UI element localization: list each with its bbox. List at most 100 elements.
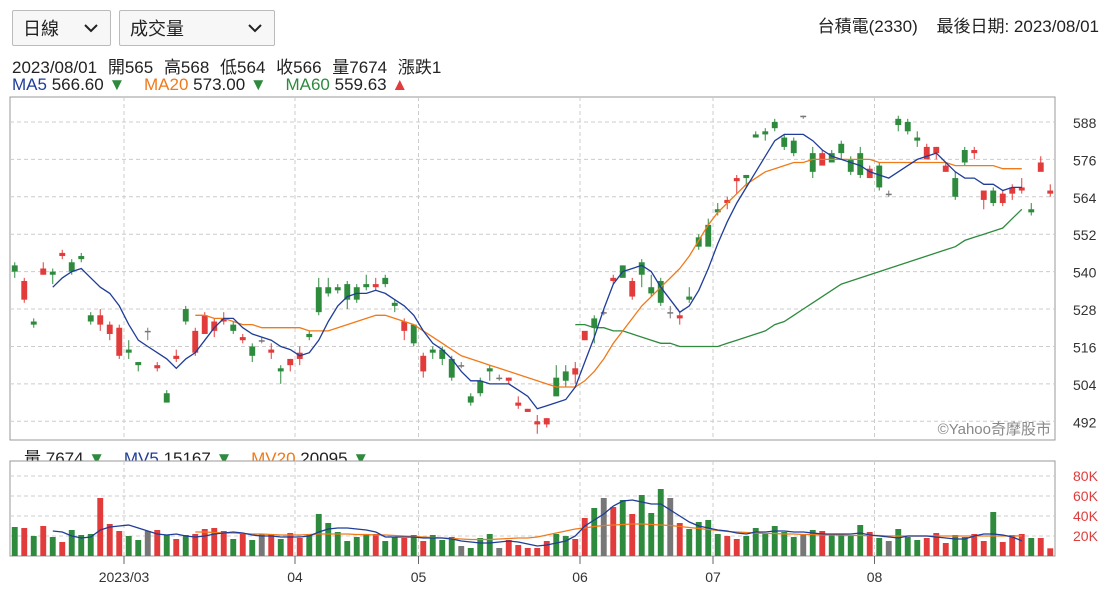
volume-bar — [819, 531, 826, 556]
price-tick-label: 540 — [1073, 265, 1097, 281]
candle — [857, 153, 864, 175]
volume-bar — [325, 523, 332, 556]
candle — [30, 321, 37, 325]
ohlc-volume: 量7674 — [332, 58, 388, 77]
candle — [581, 330, 588, 341]
volume-bar — [78, 535, 85, 556]
volume-bar — [268, 535, 275, 556]
volume-bar — [1009, 535, 1016, 556]
ma60-line — [575, 208, 1023, 348]
ohlc-change: 漲跌1 — [397, 58, 442, 77]
volume-bar — [334, 532, 341, 556]
candle — [686, 296, 693, 300]
candle — [705, 224, 712, 247]
candle — [211, 321, 218, 331]
volume-bar — [866, 532, 873, 556]
candle — [667, 312, 674, 314]
indicator-select[interactable]: 成交量 — [119, 10, 275, 46]
volume-bar — [59, 542, 66, 556]
price-panel — [9, 96, 1056, 441]
volume-bar — [790, 537, 797, 556]
price-tick-label: 576 — [1073, 152, 1097, 168]
candle — [448, 358, 455, 378]
ma60-value: 559.63 — [334, 75, 387, 94]
period-select-value: 日線 — [23, 19, 59, 39]
volume-bar — [743, 536, 750, 556]
volume-bar — [610, 507, 617, 556]
candle — [258, 340, 265, 342]
candle — [192, 330, 199, 353]
volume-bar — [21, 528, 28, 556]
ma60-label: MA60 — [285, 75, 330, 94]
candle — [600, 312, 607, 314]
volume-bar — [961, 537, 968, 556]
ohlc-high: 高568 — [163, 58, 210, 77]
price-tick-label: 552 — [1073, 227, 1097, 243]
volume-bar — [515, 545, 522, 556]
volume-bar — [505, 540, 512, 556]
ma60-legend: MA60 559.63 ▲ — [285, 75, 408, 94]
candle — [980, 190, 987, 200]
volume-bar — [600, 498, 607, 556]
volume-bar — [676, 523, 683, 556]
candle — [762, 131, 769, 135]
candle — [97, 315, 104, 325]
volume-bar — [895, 529, 902, 556]
volume-bar — [249, 540, 256, 556]
volume-bar — [771, 526, 778, 556]
volume-bar — [885, 541, 892, 556]
ma20-line — [195, 158, 1022, 388]
candle — [695, 237, 702, 247]
volume-bar — [173, 539, 180, 556]
volume-bar — [30, 536, 37, 556]
volume-bar — [344, 541, 351, 556]
volume-bar — [458, 546, 465, 556]
candle — [410, 324, 417, 344]
price-tick-label: 564 — [1073, 190, 1097, 206]
volume-bar — [448, 537, 455, 556]
candle — [429, 349, 436, 353]
candle — [515, 402, 522, 406]
candle — [1037, 162, 1044, 172]
volume-bar — [980, 541, 987, 556]
ma5-legend: MA5 566.60 ▼ — [12, 75, 130, 94]
volume-bar — [135, 540, 142, 556]
candle — [173, 355, 180, 359]
candle — [306, 333, 313, 338]
period-select[interactable]: 日線 — [12, 10, 111, 46]
volume-bar — [486, 534, 493, 556]
ohlc-summary: 2023/08/01 開565 高568 低564 收566 量7674 漲跌1 — [12, 53, 447, 78]
volume-bar — [534, 548, 541, 556]
ohlc-close: 收566 — [276, 58, 322, 77]
candle — [11, 265, 18, 272]
candle — [249, 346, 256, 356]
candle — [401, 321, 408, 331]
volume-bar — [97, 498, 104, 556]
candle — [59, 252, 66, 257]
volume-bar — [847, 536, 854, 556]
ma20-legend: MA20 573.00 ▼ — [144, 75, 271, 94]
candle — [201, 315, 208, 334]
volume-bar — [68, 530, 75, 556]
candle — [486, 368, 493, 372]
volume-bar — [401, 538, 408, 556]
volume-bar — [648, 513, 655, 556]
x-tick-label: 05 — [411, 569, 427, 585]
candle — [505, 377, 512, 381]
volume-bar — [667, 498, 674, 556]
volume-bar — [1047, 548, 1054, 556]
volume-bar — [467, 548, 474, 556]
candle — [220, 318, 227, 322]
candle — [534, 421, 541, 425]
candle — [591, 318, 598, 328]
candle — [325, 287, 332, 294]
candle — [458, 365, 465, 367]
mv20-line — [195, 523, 1022, 541]
candle — [629, 280, 636, 297]
candle — [638, 262, 645, 275]
candle — [344, 284, 351, 300]
candle — [752, 134, 759, 138]
chevron-down-icon — [248, 24, 262, 33]
volume-bar — [619, 500, 626, 556]
